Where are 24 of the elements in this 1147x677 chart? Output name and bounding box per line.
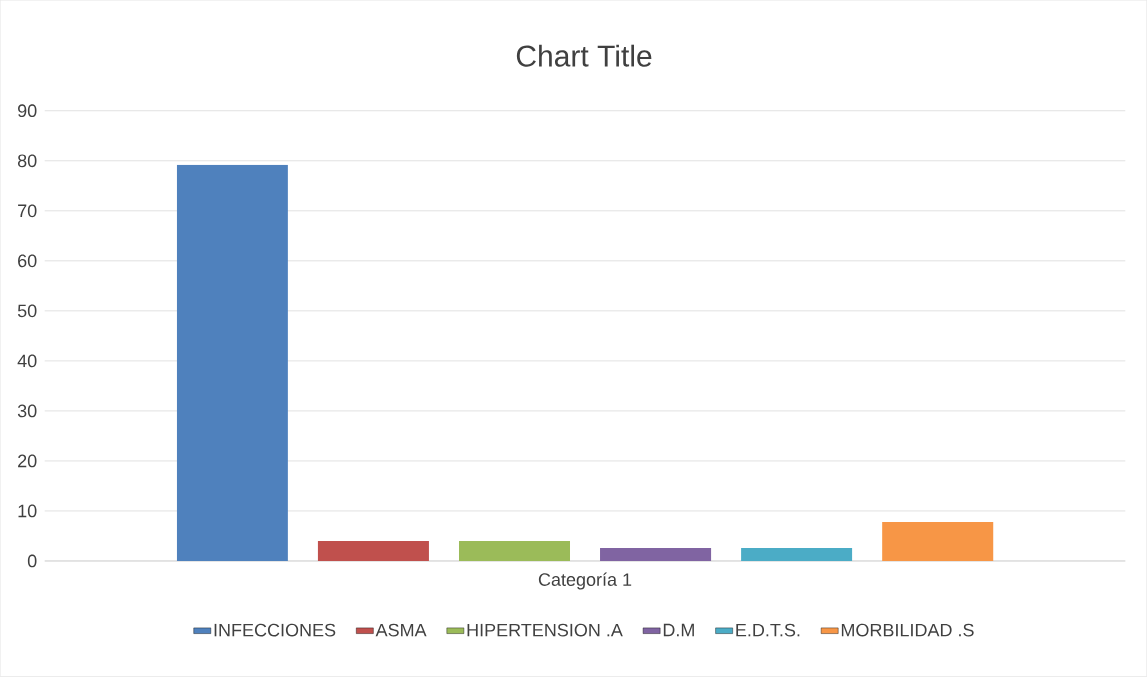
legend-label: MORBILIDAD .S [841, 623, 974, 637]
legend-label: D.M [663, 623, 694, 637]
legend-label: HIPERTENSION .A [467, 623, 623, 637]
y-tick-label: 40 [17, 354, 37, 368]
legend-label: ASMA [375, 623, 427, 637]
chart-title: Chart Title [516, 44, 652, 67]
bar [458, 541, 571, 562]
y-tick-label: 90 [18, 104, 37, 118]
y-tick-label: 30 [17, 404, 37, 418]
y-tick-label: 70 [18, 204, 37, 218]
bar [176, 164, 288, 562]
bar [317, 541, 429, 562]
legend-label: INFECCIONES [214, 623, 336, 637]
y-tick-label: 60 [18, 254, 37, 268]
bar [741, 548, 853, 562]
y-tick-label: 10 [18, 504, 37, 518]
bar [600, 548, 712, 562]
y-tick-label: 0 [27, 554, 37, 568]
y-tick-label: 80 [17, 154, 37, 168]
bar [882, 522, 994, 562]
x-tick-label: Categoría 1 [538, 572, 632, 590]
legend-label: E.D.T.S. [736, 623, 800, 637]
y-tick-label: 50 [17, 304, 37, 318]
y-tick-label: 20 [18, 454, 37, 468]
